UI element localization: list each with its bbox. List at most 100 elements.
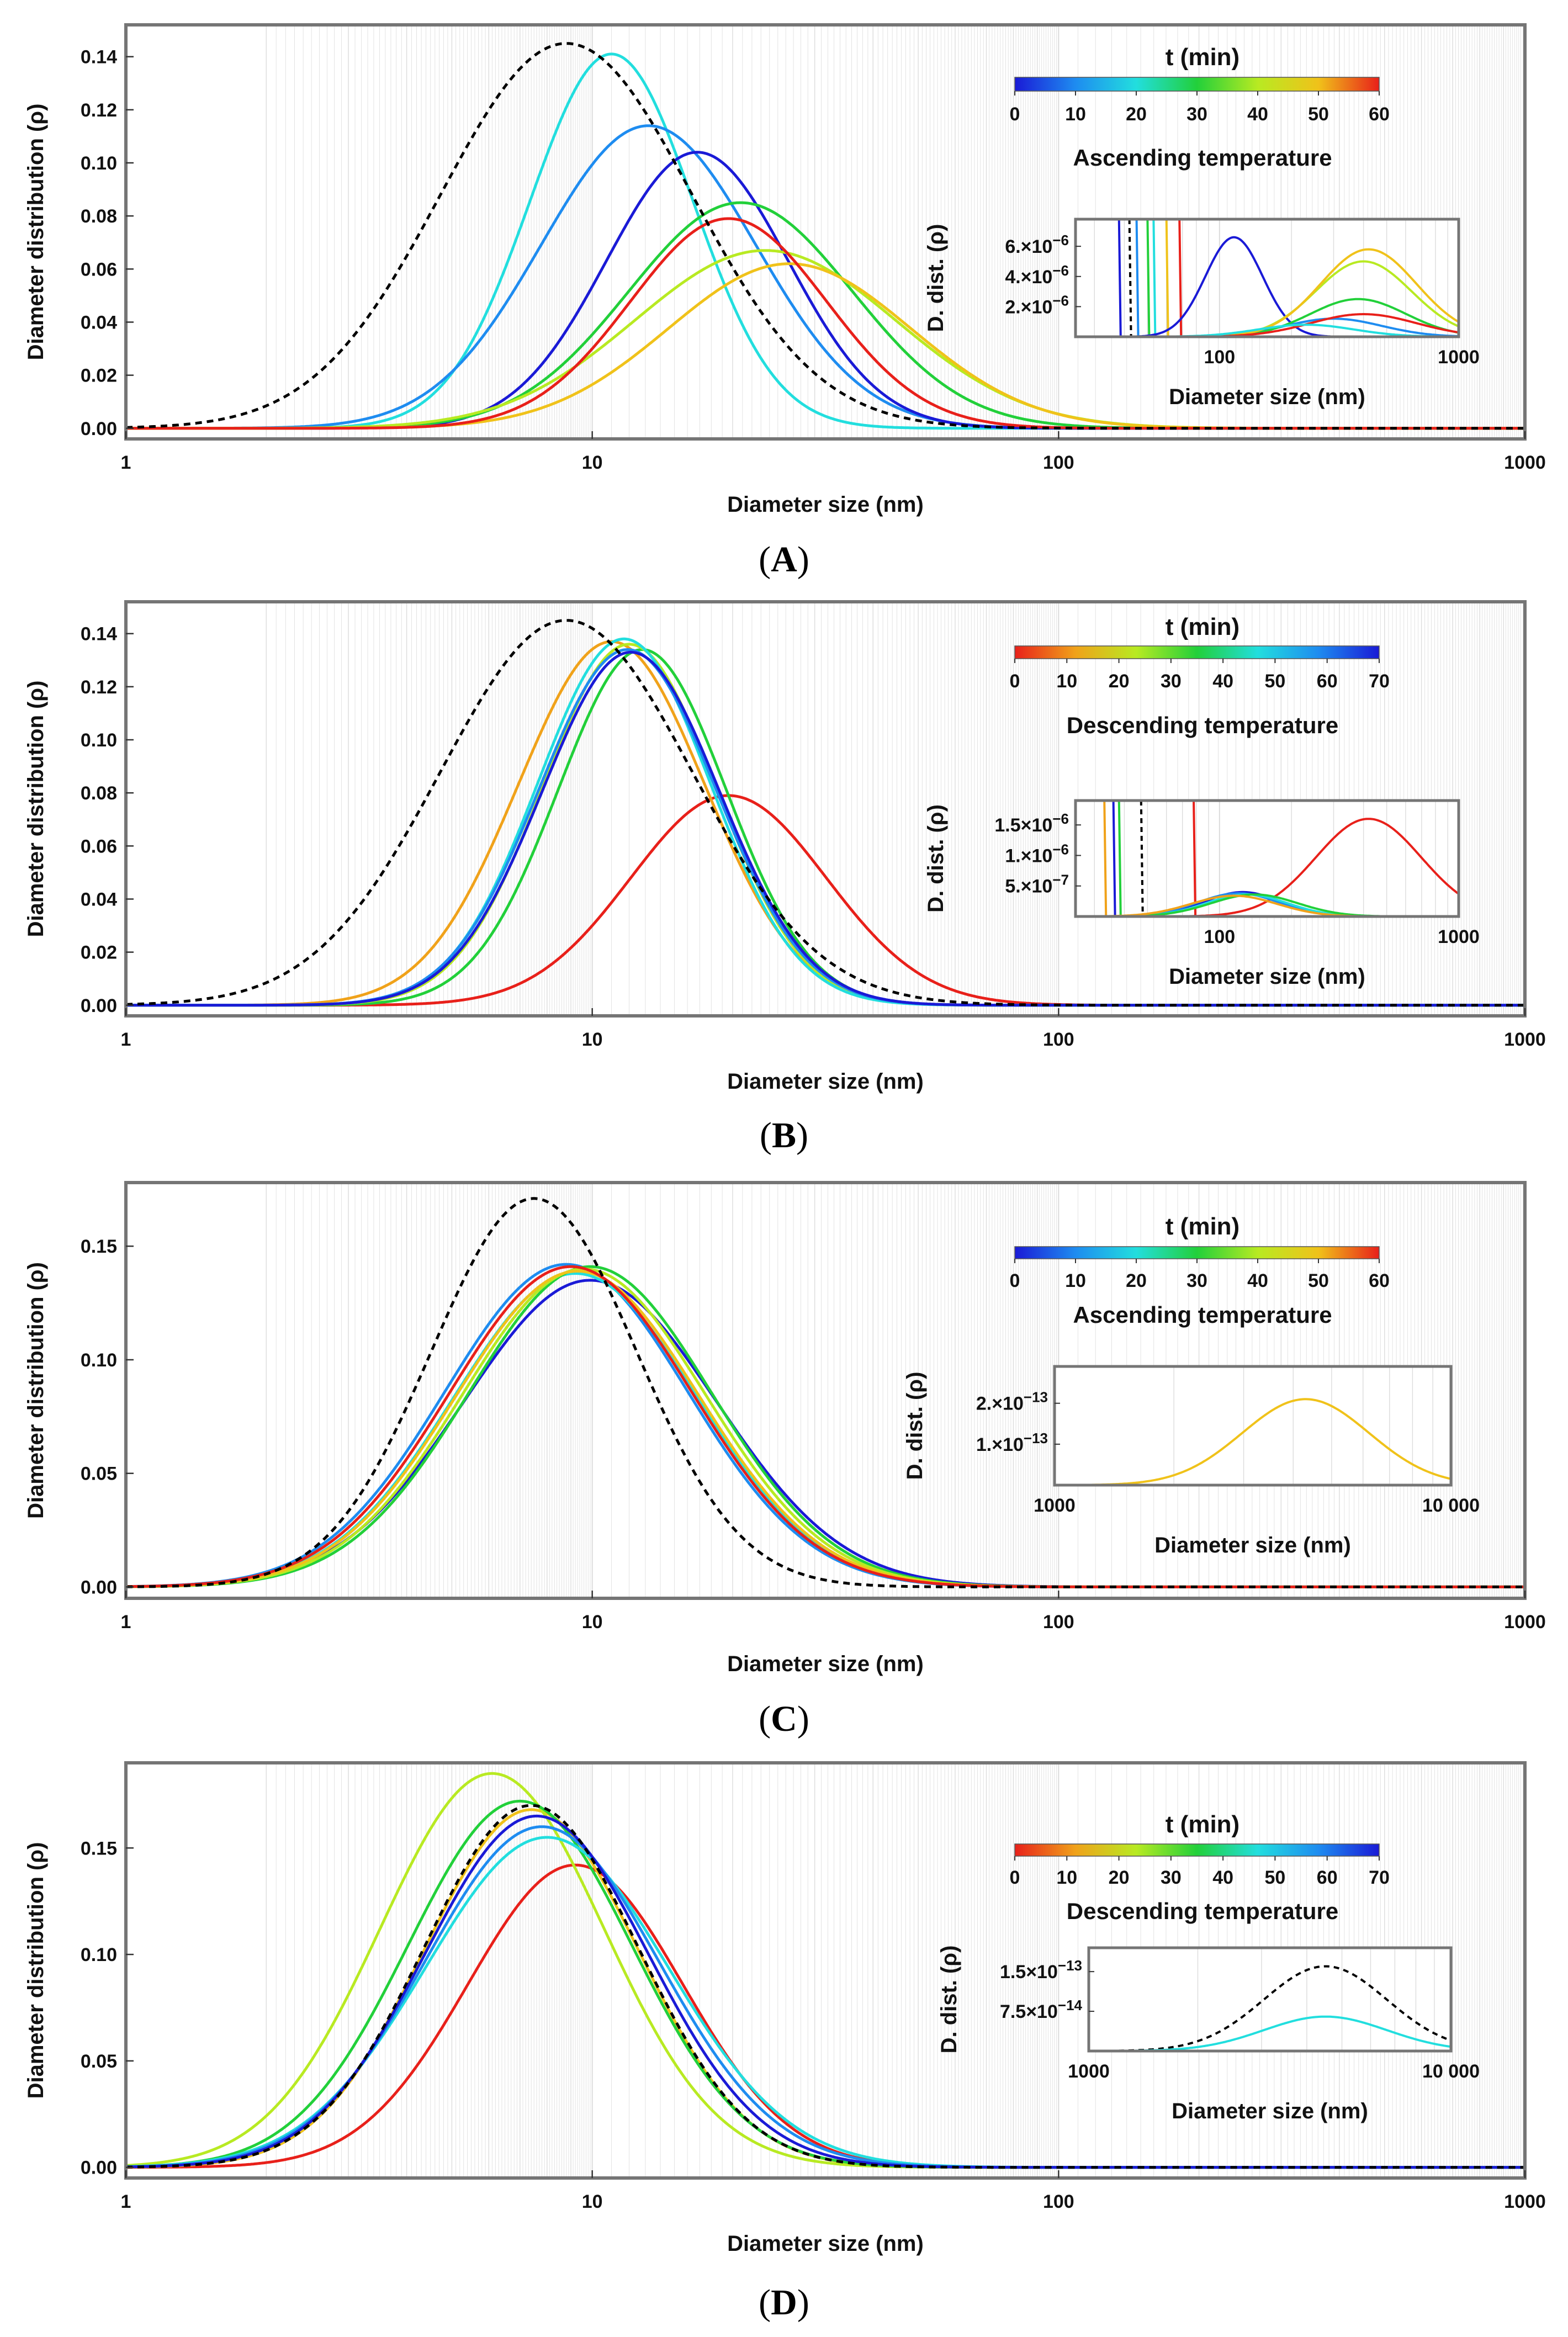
tick-exponent: −13 xyxy=(1058,1957,1082,1974)
inset-series-line xyxy=(1076,894,1459,916)
inset-x-tick-label: 10 000 xyxy=(1422,2061,1480,2082)
inset-steep-tail xyxy=(1152,219,1157,337)
caption-paren: ) xyxy=(797,2282,809,2323)
inset-y-tick-label: 2.×10−13 xyxy=(976,1389,1048,1414)
x-tick-label: 10 xyxy=(582,2191,603,2212)
plot-frame xyxy=(124,600,1527,1018)
x-axis-label: Diameter size (nm) xyxy=(727,2232,924,2256)
colorbar-tick-label: 20 xyxy=(1109,671,1130,692)
colorbar-title: t (min) xyxy=(1166,613,1239,640)
x-tick-label: 1000 xyxy=(1504,452,1546,473)
inset-y-tick-label: 6.×10−6 xyxy=(1005,232,1069,257)
colorbar-tick-label: 40 xyxy=(1212,671,1233,692)
inset-steep-tail xyxy=(1135,219,1140,337)
colorbar-tick-label: 0 xyxy=(1010,671,1020,692)
colorbar-note: Descending temperature xyxy=(1067,1898,1338,1924)
inset-x-tick-label: 1000 xyxy=(1068,2061,1110,2082)
inset-curves xyxy=(1076,219,1459,337)
inset-steep-tail xyxy=(1128,219,1132,337)
caption-paren: ( xyxy=(759,2282,771,2323)
colorbar-tick-label: 60 xyxy=(1317,1867,1338,1888)
colorbar-tick-label: 30 xyxy=(1186,1270,1207,1291)
inset-frame xyxy=(1074,799,1460,918)
caption-paren: ) xyxy=(796,1115,808,1156)
colorbar xyxy=(1014,645,1380,659)
caption-paren: ( xyxy=(759,1699,771,1739)
inset-steep-tail xyxy=(1193,801,1197,916)
tick-exponent: −6 xyxy=(1052,810,1069,827)
inset-steep-tail xyxy=(1112,801,1116,916)
x-tick-label: 10 xyxy=(582,452,603,473)
x-tick-label: 1 xyxy=(121,1612,131,1633)
colorbar-tick-label: 70 xyxy=(1369,1867,1390,1888)
x-tick-label: 1000 xyxy=(1504,2191,1546,2212)
inset-x-tick-label: 1000 xyxy=(1438,926,1480,947)
colorbar-tick-label: 0 xyxy=(1010,1867,1020,1888)
colorbar xyxy=(1014,77,1380,92)
inset-steep-tail xyxy=(1117,219,1122,337)
x-axis-label: Diameter size (nm) xyxy=(727,1069,924,1094)
reference-dashed-line xyxy=(126,1804,1525,2169)
inset-x-axis-label: Diameter size (nm) xyxy=(1169,385,1365,409)
tick-mantissa: 1.×10 xyxy=(1005,845,1052,866)
y-tick-label: 0.08 xyxy=(81,206,117,227)
y-tick-label: 0.14 xyxy=(81,47,117,68)
colorbar xyxy=(1014,1843,1380,1857)
inset-steep-tail xyxy=(1146,219,1151,337)
x-tick-label: 1000 xyxy=(1504,1612,1546,1633)
reference-dashed-line xyxy=(126,619,1525,1007)
caption-paren: ( xyxy=(759,539,771,580)
y-tick-label: 0.12 xyxy=(81,100,117,121)
colorbar-tick-label: 60 xyxy=(1369,104,1390,125)
inset-x-tick-label: 100 xyxy=(1204,347,1235,368)
tick-exponent: −7 xyxy=(1052,872,1069,888)
series-line xyxy=(126,1265,1525,1588)
inset-y-axis-label: D. dist. (ρ) xyxy=(903,1372,927,1480)
caption-letter: D xyxy=(771,2282,797,2323)
tick-mantissa: 1.×10 xyxy=(976,1434,1024,1455)
plot-curves xyxy=(126,1197,1525,1588)
tick-mantissa: 1.5×10 xyxy=(1000,1962,1058,1983)
panel-caption: (A) xyxy=(759,539,809,580)
colorbar-note: Descending temperature xyxy=(1067,712,1338,738)
colorbar-title: t (min) xyxy=(1166,1811,1239,1838)
x-tick-label: 1 xyxy=(121,1029,131,1050)
inset-x-tick-label: 1000 xyxy=(1034,1495,1076,1516)
inset-steep-tail xyxy=(1117,801,1122,916)
x-tick-label: 100 xyxy=(1043,1612,1074,1633)
caption-letter: A xyxy=(771,539,797,580)
x-tick-label: 10 xyxy=(582,1612,603,1633)
plot-curves xyxy=(126,1772,1525,2169)
x-tick-label: 10 xyxy=(582,1029,603,1050)
colorbar-tick-label: 40 xyxy=(1212,1867,1233,1888)
y-tick-label: 0.02 xyxy=(81,942,117,963)
plot-curves xyxy=(126,619,1525,1007)
y-tick-label: 0.00 xyxy=(81,1577,117,1598)
y-axis-label: Diameter distribution (ρ) xyxy=(24,1262,48,1519)
reference-dashed-line xyxy=(126,1197,1525,1588)
x-tick-label: 100 xyxy=(1043,2191,1074,2212)
inset-y-tick-label: 5.×10−7 xyxy=(1005,872,1069,897)
inset-y-tick-label: 1.5×10−13 xyxy=(1000,1957,1082,1983)
y-tick-label: 0.00 xyxy=(81,2158,117,2179)
inset-y-tick-label: 1.5×10−6 xyxy=(994,810,1069,836)
colorbar-tick-label: 0 xyxy=(1010,1270,1020,1291)
inset-frame xyxy=(1087,1946,1453,2053)
tick-mantissa: 1.5×10 xyxy=(994,815,1052,836)
inset-series-line xyxy=(1076,313,1459,337)
colorbar-tick-label: 60 xyxy=(1369,1270,1390,1291)
colorbar-tick-label: 30 xyxy=(1161,1867,1182,1888)
tick-mantissa: 6.×10 xyxy=(1005,236,1052,257)
inset-steep-tail xyxy=(1178,219,1183,337)
colorbar-tick-label: 10 xyxy=(1056,671,1077,692)
y-tick-label: 0.05 xyxy=(81,2051,117,2072)
inset-y-tick-label: 7.5×10−14 xyxy=(1000,1997,1083,2022)
x-tick-label: 1000 xyxy=(1504,1029,1546,1050)
y-tick-label: 0.00 xyxy=(81,995,117,1016)
y-tick-label: 0.15 xyxy=(81,1838,117,1859)
tick-mantissa: 2.×10 xyxy=(1005,296,1052,317)
caption-paren: ( xyxy=(760,1115,772,1156)
x-tick-label: 1 xyxy=(121,452,131,473)
colorbar-tick-label: 40 xyxy=(1247,1270,1268,1291)
